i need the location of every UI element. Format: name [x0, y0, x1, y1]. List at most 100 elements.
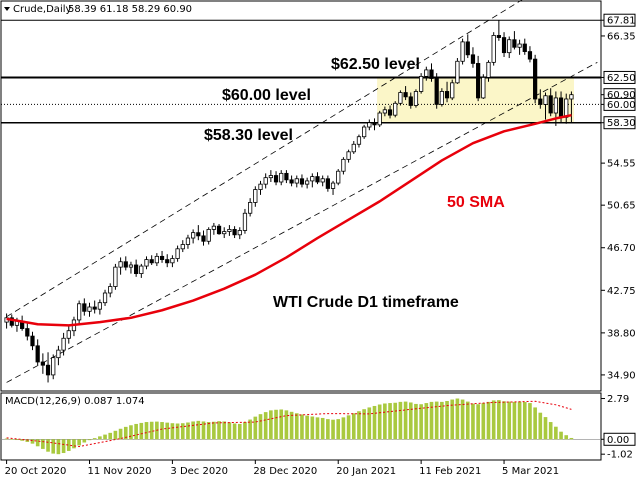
- macd-hist-bar: [237, 423, 242, 440]
- macd-hist-bar: [507, 401, 512, 440]
- candle-body-up: [398, 92, 403, 104]
- macd-hist-bar: [284, 410, 289, 440]
- candle: [522, 38, 527, 55]
- macd-hist-bar: [533, 407, 537, 440]
- candle: [362, 124, 367, 139]
- candle-body-up: [543, 95, 548, 105]
- macd-hist-bar: [98, 436, 102, 440]
- macd-hist-bar: [279, 409, 284, 440]
- macd-hist-bar: [408, 402, 413, 440]
- macd-hist-bar: [455, 398, 460, 440]
- macd-hist-bar: [450, 399, 455, 440]
- candle-body-down: [196, 232, 201, 237]
- macd-hist-bar: [331, 419, 335, 440]
- macd-hist-bar: [341, 417, 346, 440]
- candle: [185, 234, 191, 249]
- level-annotation: $58.30 level: [204, 127, 293, 144]
- candle-body-down: [325, 178, 330, 189]
- collapse-triangle-icon[interactable]: [4, 7, 10, 11]
- candle: [61, 332, 66, 356]
- candle-body-down: [501, 37, 507, 54]
- candle-body-down: [45, 364, 51, 376]
- price-tick-label: 54.55: [607, 159, 636, 170]
- macd-hist-bar: [61, 439, 66, 454]
- candle-body-up: [481, 77, 486, 99]
- macd-hist-bar: [56, 439, 61, 455]
- candle-body-down: [465, 41, 470, 56]
- candle-body-down: [476, 63, 481, 99]
- candle: [30, 331, 35, 351]
- macd-hist-bar: [300, 414, 304, 440]
- macd-hist-bar: [486, 401, 491, 440]
- candle: [507, 36, 512, 59]
- candle: [102, 289, 108, 306]
- macd-hist-bar: [30, 439, 35, 444]
- macd-hist-bar: [139, 422, 144, 440]
- candle-body-down: [284, 172, 289, 181]
- macd-hist-bar: [123, 426, 128, 440]
- candle-body-up: [154, 255, 159, 264]
- price-tick-label: 42.75: [607, 286, 636, 297]
- candle: [377, 110, 382, 128]
- macd-tick-label: 2.79: [607, 394, 629, 405]
- macd-hist-bar: [522, 402, 527, 440]
- candle: [320, 175, 325, 187]
- macd-hist-bar: [465, 401, 470, 440]
- candle: [538, 89, 543, 109]
- macd-hist-bar: [118, 428, 123, 440]
- candle: [128, 261, 134, 274]
- macd-hist-bar: [398, 401, 403, 440]
- candle: [253, 186, 258, 207]
- candle-body-up: [242, 212, 248, 231]
- candle: [501, 32, 507, 57]
- macd-hist-bar: [440, 401, 444, 440]
- candle-body-up: [320, 178, 325, 183]
- macd-hist-bar: [191, 421, 195, 440]
- macd-hist-bar: [336, 419, 341, 440]
- candle-body-up: [237, 230, 242, 236]
- macd-hist-bar: [149, 421, 154, 440]
- price-tag-box: [603, 13, 636, 27]
- price-tag-box: [603, 97, 636, 111]
- macd-hist-bar: [243, 422, 247, 440]
- price-tick-label: 46.70: [607, 243, 636, 254]
- candle-body-down: [82, 303, 87, 312]
- macd-hist-bar: [346, 415, 351, 440]
- candle-body-up: [77, 303, 82, 321]
- candle: [351, 141, 356, 154]
- horizontal-levels: [1, 19, 601, 124]
- candle: [289, 175, 294, 187]
- macd-hist-bar: [227, 422, 232, 440]
- candle-body-up: [413, 91, 419, 106]
- candle: [268, 170, 273, 182]
- macd-hist-bar: [196, 420, 201, 440]
- candle-body-down: [149, 259, 154, 264]
- level-annotation: WTI Crude D1 timeframe: [273, 294, 459, 311]
- candle-body-up: [102, 292, 108, 304]
- candle: [315, 172, 320, 185]
- candle-body-down: [533, 58, 538, 100]
- candle: [382, 106, 387, 117]
- candle: [82, 298, 87, 316]
- macd-hist-bar: [66, 439, 71, 451]
- candle-body-up: [330, 182, 336, 189]
- candle-body-down: [548, 95, 553, 114]
- candle-body-up: [66, 330, 71, 339]
- candle-body-down: [387, 109, 393, 116]
- candle: [25, 322, 30, 341]
- candle: [310, 173, 315, 188]
- macd-hist-bar: [517, 401, 522, 440]
- macd-hist-bar: [134, 423, 138, 440]
- candle: [35, 339, 40, 366]
- candle: [222, 227, 227, 239]
- candle: [108, 283, 113, 298]
- candle: [533, 54, 538, 104]
- candle: [273, 171, 279, 186]
- candle: [444, 81, 450, 103]
- candle-body-down: [35, 345, 40, 363]
- candle: [139, 263, 144, 278]
- candle-body-up: [128, 264, 134, 268]
- candle-body-down: [134, 264, 139, 275]
- time-tick-label: 28 Dec 2020: [253, 466, 317, 477]
- macd-hist-bar: [35, 439, 40, 447]
